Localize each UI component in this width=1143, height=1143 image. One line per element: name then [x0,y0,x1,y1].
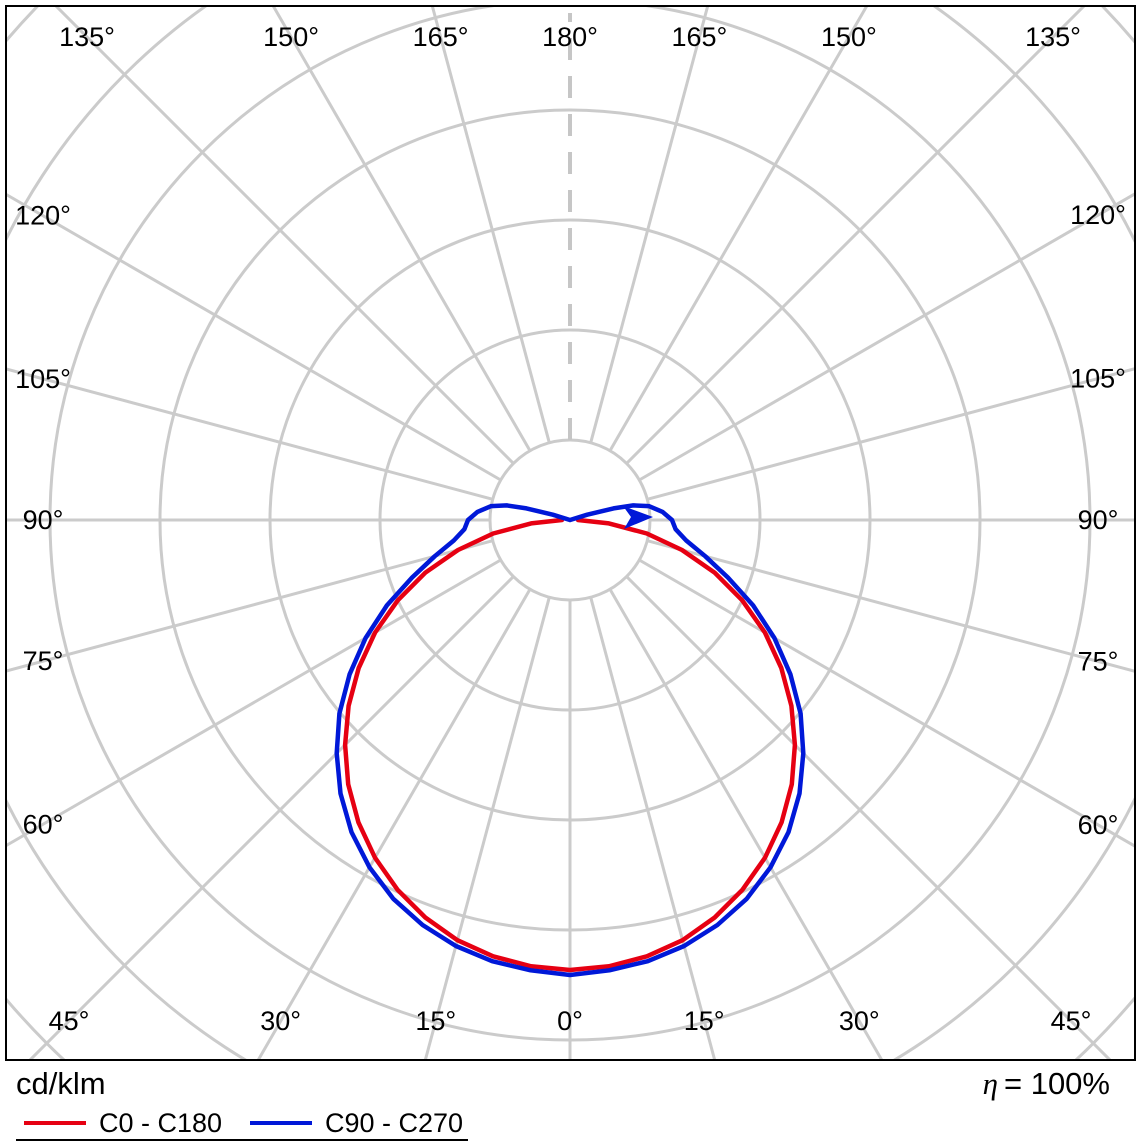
grid-spoke [7,558,502,847]
grid-spoke [625,7,1086,465]
grid-spoke [646,367,1134,501]
angle-label: 120° [15,201,71,231]
grid-spoke [638,192,1134,482]
eta-value: = 100% [1003,1066,1110,1101]
angle-label: 0° [557,1006,583,1036]
angle-label: 60° [23,809,64,839]
angle-label: 75° [23,646,64,676]
grid-spoke [257,588,532,1059]
grid-spoke [638,558,1134,848]
angle-label: 120° [1070,200,1126,230]
angle-label: 105° [15,364,71,394]
angle-label: 135° [1025,22,1081,52]
angle-label: 150° [821,22,877,52]
polar-chart: 0° 15° 15° 30° 30° 45° 45° 60° 60° 75° 75° 90° 90° 10… [5,5,1136,1061]
angle-label: 90° [1078,505,1119,535]
polar-chart-svg: 0° 15° 15° 30° 30° 45° 45° 60° 60° 75° 75° 90° 90° 10… [7,7,1134,1059]
grid-spoke [7,539,494,673]
angle-label: 30° [260,1006,301,1036]
grid-spoke [608,588,883,1059]
curve-c0-c180 [342,517,798,973]
grid-spoke [28,575,515,1059]
angle-label: 150° [263,22,319,52]
grid-spoke [646,539,1134,673]
grid-spoke [424,596,551,1059]
angle-label: 30° [839,1006,880,1036]
grid-spoke [589,7,709,444]
blue-line-swatch-icon [250,1121,312,1125]
angle-label: 165° [671,22,727,52]
angle-label: 60° [1078,810,1119,840]
angle-label: 105° [1070,364,1126,394]
angle-label: 15° [684,1006,725,1036]
legend-label: C90 - C270 [325,1108,464,1138]
angle-label: 135° [59,22,115,52]
eta-symbol: η [982,1066,998,1101]
grid-spoke [7,367,494,501]
angle-label: 45° [1051,1006,1092,1036]
red-line-swatch-icon [24,1121,86,1125]
legend-entry-c90-c270: C90 - C270 [250,1106,463,1140]
units-label: cd/klm [16,1066,106,1101]
grid-spoke [625,575,1112,1059]
legend-entry-c0-c180: C0 - C180 [24,1106,222,1140]
direction-arrow-icon [623,506,653,529]
angle-label: 165° [413,22,469,52]
angle-label: 180° [542,22,598,52]
grid-spoke [54,7,515,465]
legend-label: C0 - C180 [99,1108,223,1138]
angle-label: 75° [1078,647,1119,677]
angle-label: 45° [49,1006,90,1036]
grid-spoke [431,7,551,444]
angle-label: 15° [415,1006,456,1036]
grid-spoke [589,596,716,1059]
grid-spoke [608,7,868,452]
efficiency-label: η = 100% [983,1066,1110,1102]
grid-spoke [272,7,532,452]
legend: C0 - C180 C90 - C270 [0,1106,1143,1140]
grid-spoke [7,193,502,482]
curve-c90-c270 [334,503,806,978]
angle-label: 90° [23,505,64,535]
legend-underline [16,1139,468,1141]
